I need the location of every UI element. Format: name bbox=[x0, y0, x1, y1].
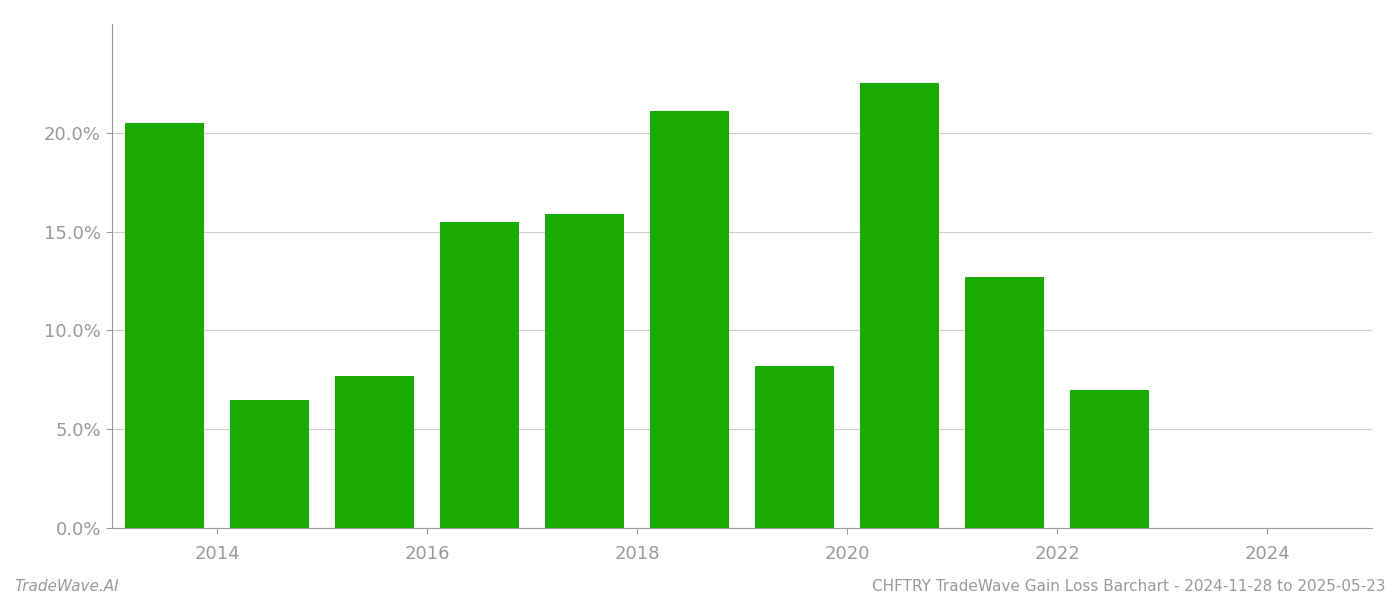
Bar bbox=[545, 214, 624, 528]
Bar bbox=[125, 123, 204, 528]
Bar bbox=[650, 111, 729, 528]
Bar bbox=[1070, 389, 1149, 528]
Bar bbox=[440, 221, 519, 528]
Text: CHFTRY TradeWave Gain Loss Barchart - 2024-11-28 to 2025-05-23: CHFTRY TradeWave Gain Loss Barchart - 20… bbox=[872, 579, 1386, 594]
Bar bbox=[335, 376, 414, 528]
Bar bbox=[965, 277, 1044, 528]
Bar bbox=[230, 400, 309, 528]
Text: TradeWave.AI: TradeWave.AI bbox=[14, 579, 119, 594]
Bar bbox=[755, 366, 834, 528]
Bar bbox=[860, 83, 939, 528]
